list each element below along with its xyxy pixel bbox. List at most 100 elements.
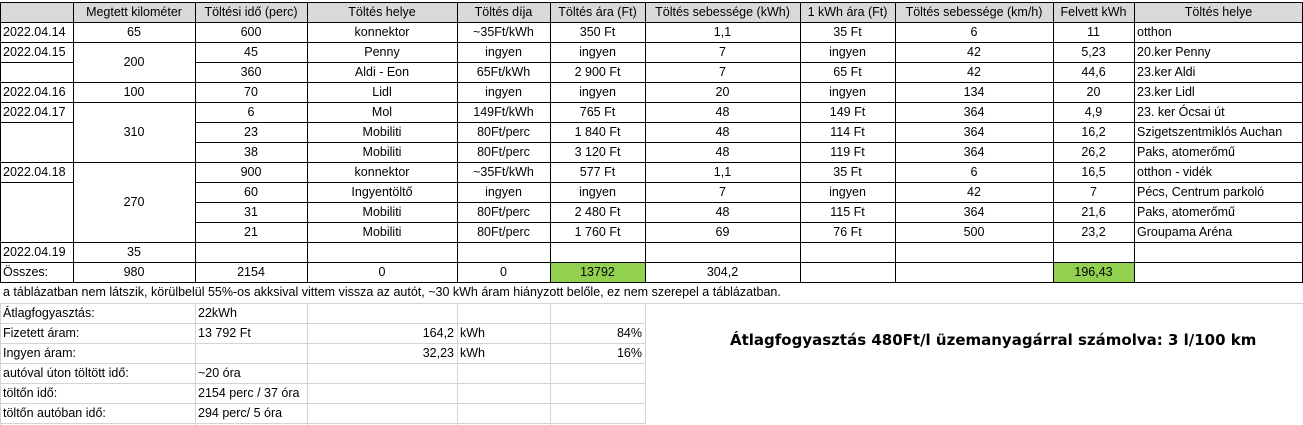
table-cell[interactable]: 35 Ft — [833, 164, 862, 179]
table-cell[interactable]: 20 — [715, 84, 730, 99]
table-cell[interactable]: 26,2 — [1081, 144, 1106, 159]
table-cell[interactable]: ingyen — [579, 44, 616, 59]
table-cell[interactable]: ingyen — [485, 84, 522, 99]
table-cell[interactable]: 900 — [240, 164, 262, 179]
column-header[interactable]: Töltés ára (Ft) — [550, 2, 645, 22]
table-cell[interactable]: 1,1 — [713, 24, 732, 39]
table-cell[interactable]: 115 Ft — [830, 204, 865, 219]
date-cell[interactable]: 2022.04.14 — [3, 24, 66, 39]
table-cell[interactable]: Mobiliti — [362, 224, 402, 239]
table-cell[interactable]: 38 — [244, 144, 258, 159]
table-cell[interactable]: 80Ft/perc — [477, 224, 530, 239]
summary-value[interactable] — [195, 343, 307, 363]
table-cell[interactable]: 60 — [244, 184, 258, 199]
table-cell[interactable]: Paks, atomerőmű — [1137, 204, 1235, 219]
summary-amount[interactable] — [307, 383, 457, 403]
table-cell[interactable] — [1134, 242, 1303, 262]
km-cell[interactable]: 35 — [127, 244, 141, 259]
column-header[interactable]: 1 kWh ára (Ft) — [800, 2, 895, 22]
table-cell[interactable]: Szigetszentmiklós Auchan — [1137, 124, 1283, 139]
total-cell[interactable] — [1134, 262, 1303, 282]
summary-amount[interactable] — [307, 303, 457, 323]
table-cell[interactable] — [895, 242, 1053, 262]
table-cell[interactable]: 35 Ft — [833, 24, 862, 39]
table-cell[interactable]: 364 — [963, 204, 985, 219]
table-cell[interactable]: 765 Ft — [579, 104, 616, 119]
table-cell[interactable]: Mobiliti — [362, 124, 402, 139]
summary-unit[interactable]: kWh — [460, 345, 485, 360]
table-cell[interactable] — [307, 242, 457, 262]
table-cell[interactable]: 42 — [967, 184, 981, 199]
table-cell[interactable] — [195, 242, 307, 262]
summary-value[interactable]: ~20 óra — [198, 365, 241, 380]
table-cell[interactable]: 48 — [715, 144, 730, 159]
table-cell[interactable]: 6 — [247, 104, 255, 119]
table-cell[interactable]: 23.ker Lidl — [1137, 84, 1195, 99]
table-cell[interactable]: 600 — [240, 24, 262, 39]
table-cell[interactable]: 16,2 — [1081, 124, 1106, 139]
table-cell[interactable]: otthon — [1137, 24, 1172, 39]
summary-label[interactable]: Átlagfogyasztás: — [3, 305, 95, 320]
summary-amount[interactable]: 164,2 — [422, 325, 454, 340]
table-cell[interactable]: 350 Ft — [579, 24, 616, 39]
total-cell[interactable]: 13792 — [550, 262, 645, 282]
table-cell[interactable]: Mobiliti — [362, 144, 402, 159]
table-cell[interactable]: otthon - vidék — [1137, 164, 1213, 179]
date-cell[interactable]: 2022.04.18 — [3, 164, 66, 179]
summary-unit[interactable]: kWh — [460, 325, 485, 340]
summary-unit[interactable] — [457, 383, 550, 403]
table-cell[interactable]: 80Ft/perc — [477, 124, 530, 139]
table-cell[interactable]: 2 480 Ft — [574, 204, 621, 219]
summary-unit[interactable] — [457, 303, 550, 323]
table-cell[interactable]: 1 840 Ft — [574, 124, 621, 139]
summary-value[interactable]: 13 792 Ft — [198, 325, 251, 340]
date-cell[interactable]: 2022.04.15 — [3, 44, 66, 59]
column-header[interactable]: Töltés sebessége (km/h) — [895, 2, 1053, 22]
table-cell[interactable]: 3 120 Ft — [574, 144, 621, 159]
table-cell[interactable]: 16,5 — [1081, 164, 1106, 179]
total-cell[interactable]: 2154 — [237, 264, 265, 279]
table-cell[interactable]: 7 — [719, 44, 726, 59]
table-cell[interactable]: Lidl — [372, 84, 392, 99]
table-cell[interactable]: 80Ft/perc — [477, 144, 530, 159]
date-cell[interactable]: 2022.04.19 — [3, 244, 66, 259]
km-cell[interactable]: 100 — [123, 84, 145, 99]
table-cell[interactable]: 4,9 — [1084, 104, 1103, 119]
table-cell[interactable]: Paks, atomerőmű — [1137, 144, 1235, 159]
table-cell[interactable]: 80Ft/perc — [477, 204, 530, 219]
summary-percent[interactable] — [550, 303, 645, 323]
total-cell[interactable] — [895, 262, 1053, 282]
column-header[interactable]: Töltés díja — [457, 2, 550, 22]
column-header[interactable]: Töltés helye — [307, 2, 457, 22]
column-header[interactable]: Töltési idő (perc) — [195, 2, 307, 22]
table-cell[interactable] — [457, 242, 550, 262]
table-cell[interactable]: ingyen — [485, 44, 522, 59]
table-cell[interactable]: ingyen — [829, 84, 866, 99]
table-cell[interactable]: 114 Ft — [830, 124, 865, 139]
km-cell[interactable]: 200 — [123, 54, 145, 69]
table-cell[interactable]: 500 — [963, 224, 985, 239]
date-cell[interactable]: 2022.04.17 — [3, 104, 66, 119]
table-cell[interactable]: 20 — [1086, 84, 1101, 99]
summary-label[interactable]: töltőn autóban idő: — [3, 405, 106, 420]
summary-amount[interactable] — [307, 403, 457, 423]
total-cell[interactable]: 304,2 — [706, 264, 739, 279]
table-cell[interactable]: 65 Ft — [833, 64, 862, 79]
table-cell[interactable]: 44,6 — [1081, 64, 1106, 79]
summary-percent[interactable]: 16% — [616, 345, 642, 360]
table-cell[interactable]: 48 — [715, 124, 730, 139]
table-cell[interactable]: ingyen — [485, 184, 522, 199]
table-cell[interactable]: 7 — [719, 64, 726, 79]
table-cell[interactable]: 7 — [719, 184, 726, 199]
total-cell[interactable]: 0 — [500, 264, 507, 279]
column-header[interactable] — [0, 2, 73, 22]
table-cell[interactable]: Ingyentöltő — [351, 184, 413, 199]
total-cell[interactable]: 980 — [123, 264, 145, 279]
table-cell[interactable]: 1,1 — [713, 164, 732, 179]
summary-percent[interactable] — [550, 363, 645, 383]
summary-value[interactable]: 2154 perc / 37 óra — [198, 385, 300, 400]
table-cell[interactable]: Penny — [364, 44, 400, 59]
summary-percent[interactable] — [550, 403, 645, 423]
table-cell[interactable]: ~35Ft/kWh — [473, 24, 534, 39]
summary-percent[interactable] — [550, 383, 645, 403]
